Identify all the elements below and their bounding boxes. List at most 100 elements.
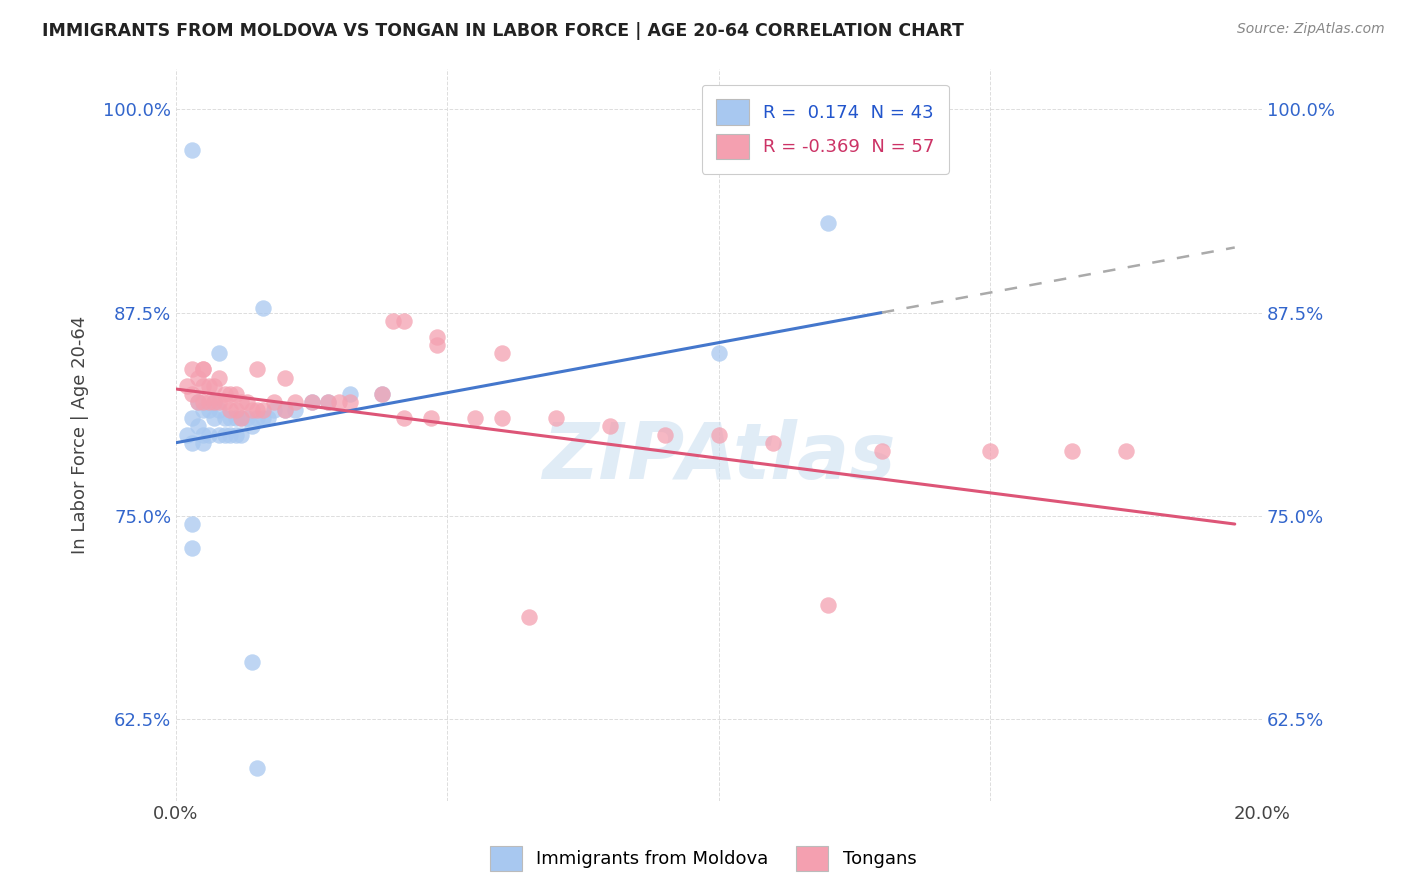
Point — [181, 541, 204, 556]
Point — [491, 411, 513, 425]
Point — [392, 314, 415, 328]
Point — [191, 435, 214, 450]
Point — [231, 411, 253, 425]
Point — [197, 395, 219, 409]
Point — [257, 411, 280, 425]
Point — [420, 411, 443, 425]
Point — [214, 395, 236, 409]
Point — [328, 395, 350, 409]
Point — [176, 427, 198, 442]
Point — [284, 395, 307, 409]
Point — [214, 411, 236, 425]
Point — [181, 411, 204, 425]
Point — [517, 609, 540, 624]
Point — [246, 362, 269, 376]
Point — [371, 387, 394, 401]
Point — [235, 395, 257, 409]
Text: Source: ZipAtlas.com: Source: ZipAtlas.com — [1237, 22, 1385, 37]
Point — [382, 314, 405, 328]
Point — [187, 395, 209, 409]
Point — [197, 427, 219, 442]
Point — [225, 427, 247, 442]
Point — [219, 411, 242, 425]
Legend: Immigrants from Moldova, Tongans: Immigrants from Moldova, Tongans — [482, 838, 924, 879]
Point — [654, 427, 676, 442]
Point — [191, 403, 214, 417]
Point — [301, 395, 323, 409]
Point — [231, 411, 253, 425]
Point — [219, 427, 242, 442]
Point — [491, 346, 513, 360]
Point — [197, 403, 219, 417]
Point — [191, 395, 214, 409]
Point — [191, 362, 214, 376]
Point — [208, 403, 231, 417]
Point — [817, 216, 839, 230]
Point — [235, 411, 257, 425]
Point — [246, 403, 269, 417]
Point — [263, 403, 285, 417]
Point — [316, 395, 339, 409]
Text: IMMIGRANTS FROM MOLDOVA VS TONGAN IN LABOR FORCE | AGE 20-64 CORRELATION CHART: IMMIGRANTS FROM MOLDOVA VS TONGAN IN LAB… — [42, 22, 965, 40]
Point — [202, 395, 225, 409]
Point — [316, 395, 339, 409]
Point — [339, 395, 361, 409]
Point — [252, 301, 274, 315]
Point — [225, 387, 247, 401]
Point — [187, 370, 209, 384]
Point — [284, 403, 307, 417]
Point — [225, 411, 247, 425]
Point — [181, 435, 204, 450]
Point — [225, 403, 247, 417]
Point — [544, 411, 567, 425]
Point — [208, 427, 231, 442]
Point — [219, 387, 242, 401]
Point — [191, 427, 214, 442]
Point — [191, 362, 214, 376]
Point — [762, 435, 785, 450]
Point — [231, 427, 253, 442]
Text: ZIPAtlas: ZIPAtlas — [543, 418, 896, 494]
Point — [870, 443, 893, 458]
Point — [707, 427, 730, 442]
Legend: R =  0.174  N = 43, R = -0.369  N = 57: R = 0.174 N = 43, R = -0.369 N = 57 — [702, 85, 949, 174]
Point — [231, 395, 253, 409]
Point — [187, 419, 209, 434]
Point — [392, 411, 415, 425]
Point — [426, 330, 449, 344]
Point — [181, 143, 204, 157]
Point — [371, 387, 394, 401]
Point — [202, 411, 225, 425]
Y-axis label: In Labor Force | Age 20-64: In Labor Force | Age 20-64 — [72, 316, 89, 554]
Point — [214, 427, 236, 442]
Point — [464, 411, 486, 425]
Point — [208, 370, 231, 384]
Point — [219, 403, 242, 417]
Point — [240, 419, 263, 434]
Point — [301, 395, 323, 409]
Point — [187, 395, 209, 409]
Point — [1115, 443, 1137, 458]
Point — [208, 346, 231, 360]
Point — [707, 346, 730, 360]
Point — [426, 338, 449, 352]
Point — [181, 362, 204, 376]
Point — [191, 378, 214, 392]
Point — [339, 387, 361, 401]
Point — [979, 443, 1001, 458]
Point — [273, 403, 295, 417]
Point — [240, 656, 263, 670]
Point — [263, 395, 285, 409]
Point — [599, 419, 621, 434]
Point — [246, 411, 269, 425]
Point — [252, 411, 274, 425]
Point — [214, 387, 236, 401]
Point — [208, 395, 231, 409]
Point — [176, 378, 198, 392]
Point — [246, 761, 269, 775]
Point — [1060, 443, 1083, 458]
Point — [197, 378, 219, 392]
Point — [252, 403, 274, 417]
Point — [273, 370, 295, 384]
Point — [181, 516, 204, 531]
